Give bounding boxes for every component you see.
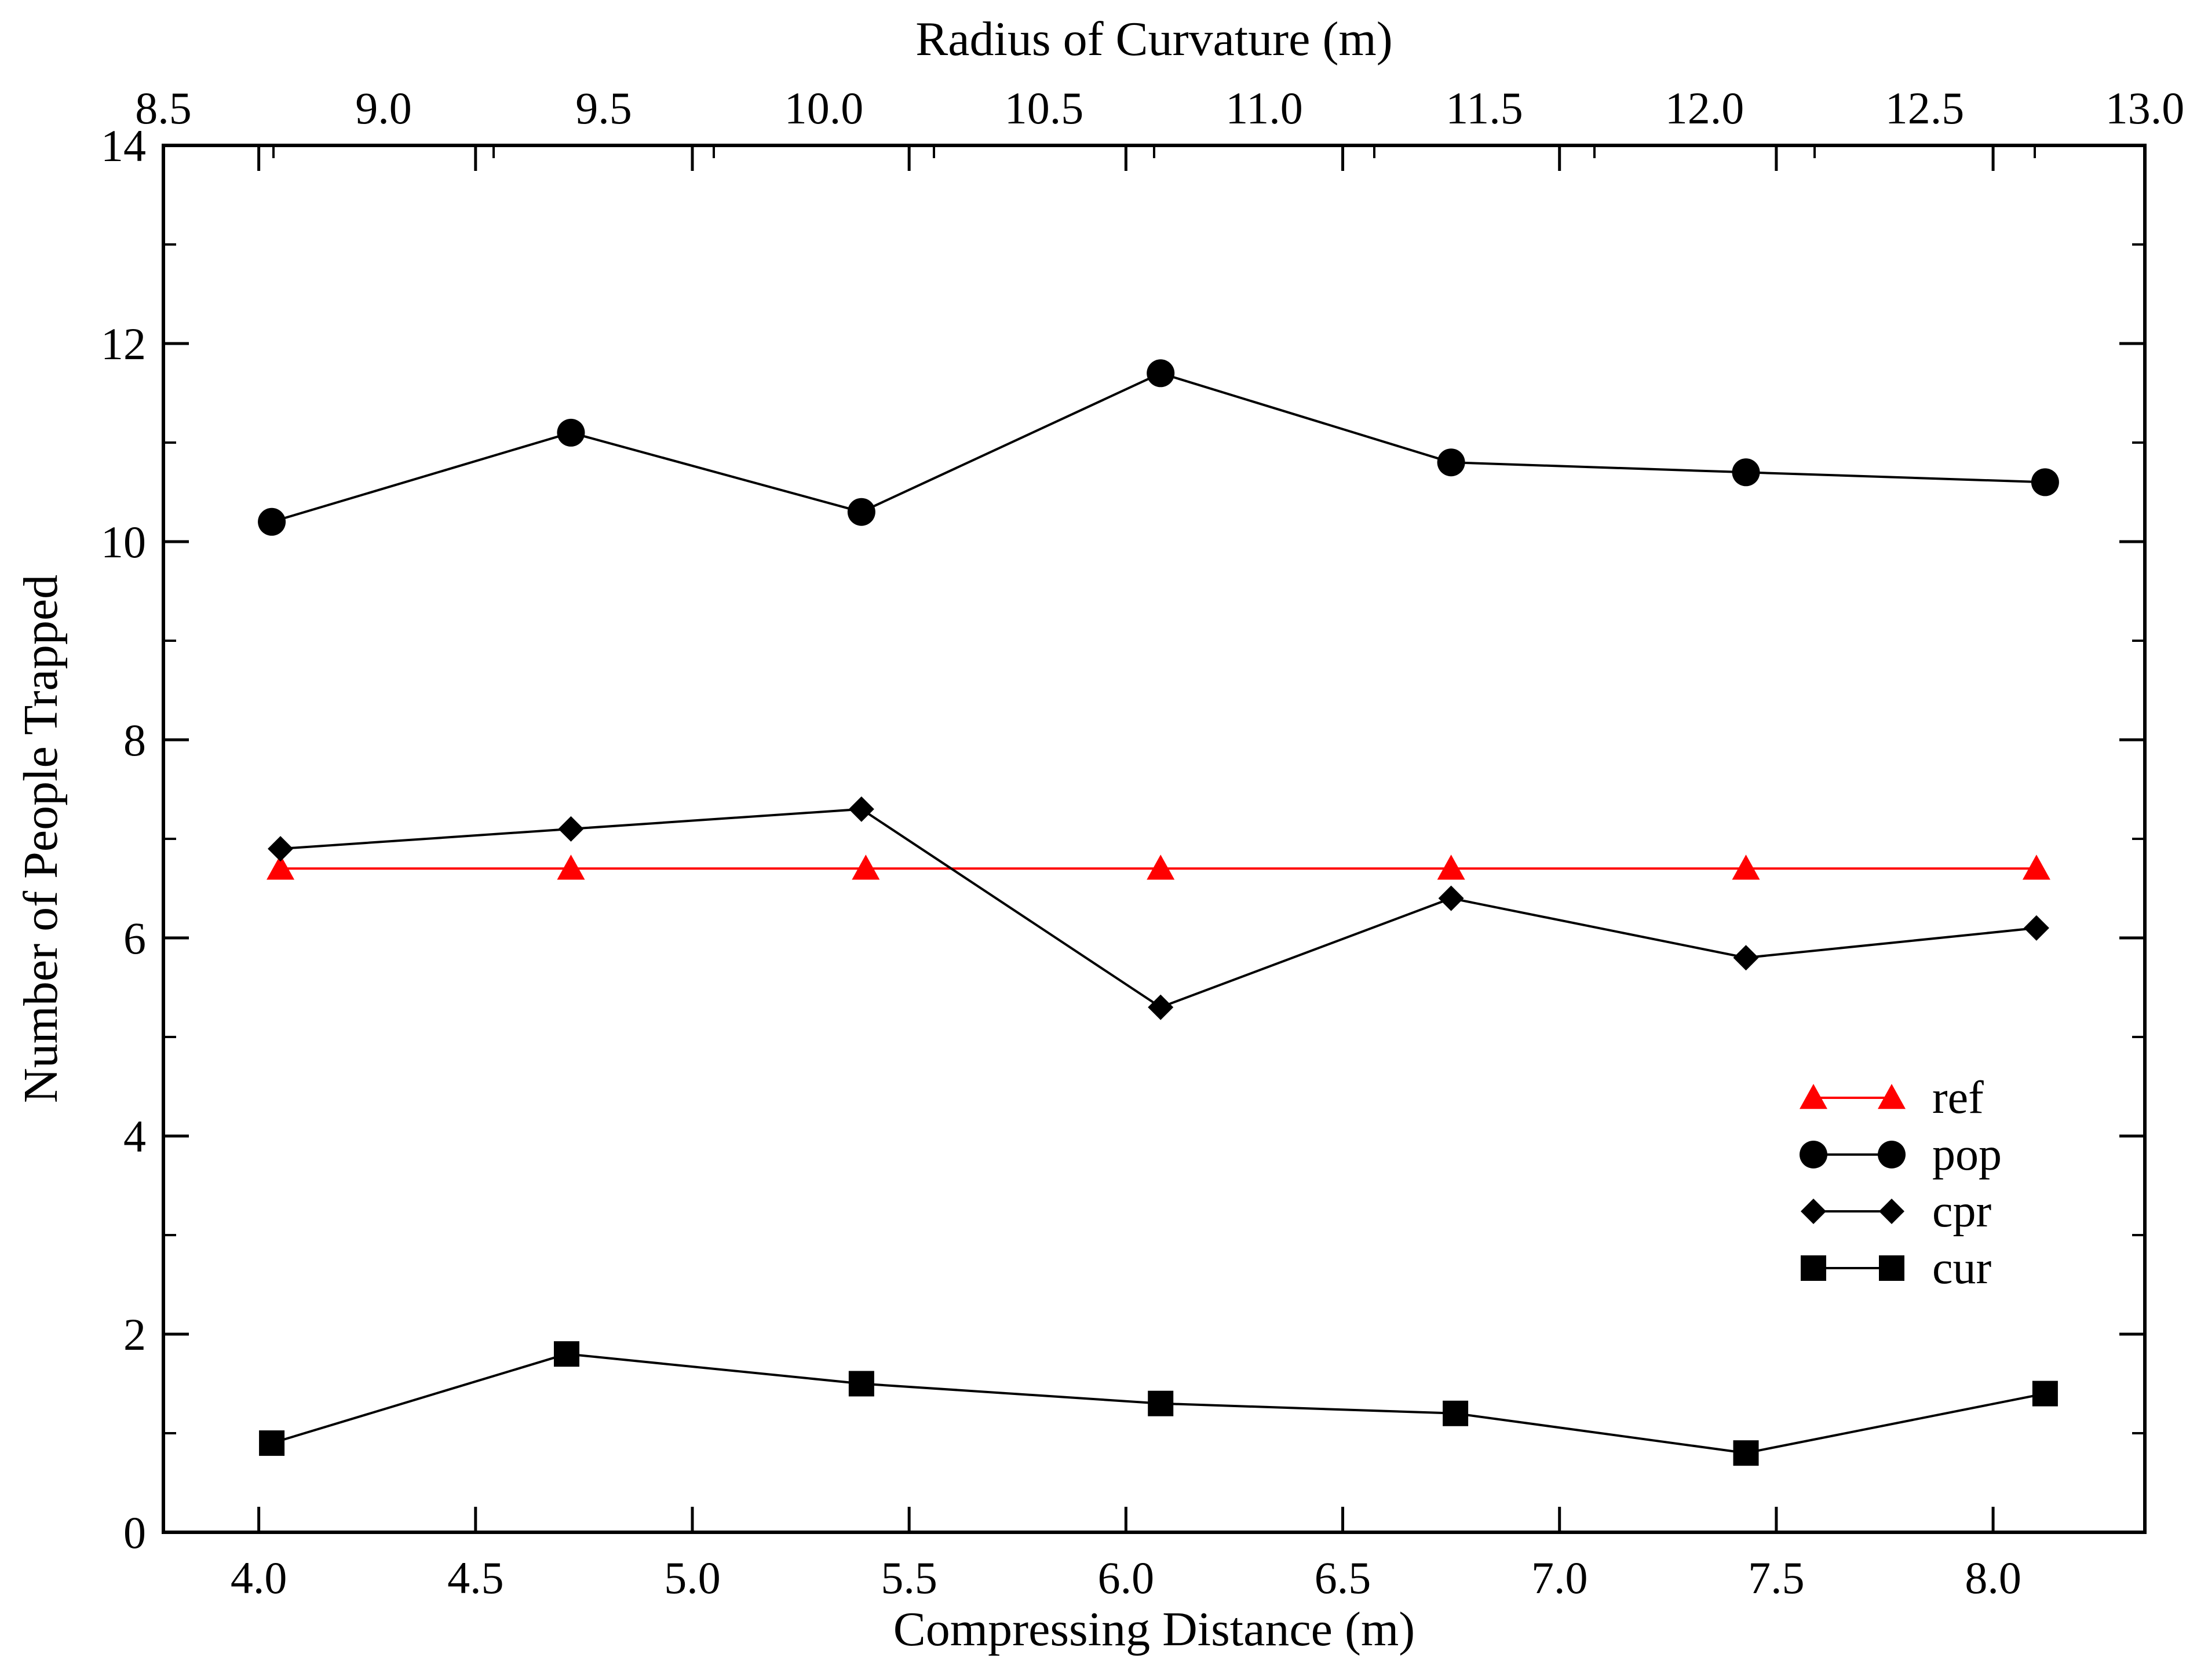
x-tick-label: 4.0 bbox=[231, 1553, 287, 1603]
legend-label: pop bbox=[1932, 1129, 2002, 1180]
x2-tick-label: 9.0 bbox=[355, 83, 412, 133]
x2-tick-label: 13.0 bbox=[2105, 83, 2185, 133]
y-tick-label: 10 bbox=[101, 517, 146, 567]
data-point-ref bbox=[1147, 854, 1175, 880]
legend-label: ref bbox=[1932, 1072, 1984, 1123]
data-point-cur bbox=[1148, 1390, 1174, 1416]
x2-tick-label: 8.5 bbox=[135, 83, 192, 133]
y-tick-label: 4 bbox=[123, 1111, 146, 1162]
x2-tick-label: 12.5 bbox=[1885, 83, 1965, 133]
data-point-pop bbox=[2031, 468, 2059, 496]
y-tick-label: 8 bbox=[123, 715, 146, 765]
x-tick-label: 6.5 bbox=[1315, 1553, 1371, 1603]
data-point-cur bbox=[553, 1341, 579, 1367]
series-cpr bbox=[268, 796, 2049, 1020]
series-cur bbox=[259, 1341, 2058, 1466]
x2-tick-label: 11.0 bbox=[1225, 83, 1303, 133]
legend-entry-cur: cur bbox=[1801, 1243, 1991, 1294]
data-point-cpr bbox=[1733, 945, 1759, 971]
data-point-ref bbox=[1732, 854, 1760, 880]
legend-marker-start bbox=[1800, 1084, 1827, 1109]
legend-label: cpr bbox=[1932, 1186, 1991, 1237]
top-axis-title: Radius of Curvature (m) bbox=[915, 12, 1392, 66]
data-point-pop bbox=[847, 498, 875, 526]
data-point-pop bbox=[1147, 359, 1175, 388]
data-point-cur bbox=[1733, 1440, 1759, 1466]
data-point-pop bbox=[1732, 458, 1760, 487]
data-point-cpr bbox=[268, 836, 294, 862]
x-tick-label: 7.0 bbox=[1531, 1553, 1588, 1603]
y-tick-label: 2 bbox=[123, 1309, 146, 1360]
x2-tick-label: 9.5 bbox=[575, 83, 632, 133]
x2-tick-label: 11.5 bbox=[1446, 83, 1523, 133]
x-tick-label: 6.0 bbox=[1098, 1553, 1155, 1603]
data-point-ref bbox=[2022, 854, 2050, 880]
data-point-cpr bbox=[2023, 915, 2049, 941]
x-tick-label: 4.5 bbox=[447, 1553, 504, 1603]
legend-label: cur bbox=[1932, 1243, 1991, 1294]
x2-tick-label: 10.0 bbox=[784, 83, 864, 133]
axes-group: 4.0 4.5 5.0 5.5 6.0 6.5 7.0 7.5 8.0 8.5 9.0 9.5 10.0… bbox=[101, 83, 2184, 1603]
legend-marker-start bbox=[1801, 1199, 1826, 1224]
y-tick-label: 0 bbox=[123, 1507, 146, 1558]
data-point-pop bbox=[1437, 448, 1465, 477]
data-point-ref bbox=[1437, 854, 1465, 880]
legend-entry-cpr: cpr bbox=[1801, 1186, 1991, 1237]
x2-tick-label: 12.0 bbox=[1665, 83, 1744, 133]
y-tick-label: 14 bbox=[101, 120, 146, 171]
x-tick-label: 5.0 bbox=[664, 1553, 721, 1603]
legend-marker-end bbox=[1878, 1141, 1906, 1168]
data-point-cur bbox=[2032, 1380, 2058, 1407]
x-tick-label: 7.5 bbox=[1748, 1553, 1805, 1603]
legend-entry-pop: pop bbox=[1800, 1129, 2002, 1180]
data-point-cur bbox=[848, 1371, 874, 1397]
legend-marker-end bbox=[1878, 1084, 1906, 1109]
series-pop bbox=[258, 359, 2059, 536]
data-point-ref bbox=[267, 854, 295, 880]
data-point-cpr bbox=[1148, 994, 1174, 1020]
series-ref bbox=[267, 854, 2050, 880]
legend-entry-ref: ref bbox=[1800, 1072, 1984, 1123]
legend-marker-start bbox=[1800, 1141, 1827, 1168]
y-tick-label: 12 bbox=[101, 319, 146, 369]
legend: ref pop cpr cur bbox=[1800, 1072, 2002, 1294]
series-group bbox=[258, 359, 2059, 1466]
y-tick-label: 6 bbox=[123, 913, 146, 963]
data-point-pop bbox=[557, 418, 585, 447]
data-point-cpr bbox=[1438, 885, 1464, 911]
data-point-cur bbox=[259, 1430, 285, 1456]
data-point-cpr bbox=[558, 816, 584, 842]
x-tick-label: 8.0 bbox=[1965, 1553, 2021, 1603]
data-point-cpr bbox=[848, 796, 874, 822]
legend-marker-end bbox=[1879, 1199, 1904, 1224]
data-point-cur bbox=[1443, 1400, 1469, 1426]
data-point-ref bbox=[852, 854, 880, 880]
x-axis-title: Compressing Distance (m) bbox=[893, 1602, 1415, 1656]
y-axis-title: Number of People Trapped bbox=[14, 575, 68, 1103]
x-tick-label: 5.5 bbox=[881, 1553, 937, 1603]
data-point-ref bbox=[557, 854, 585, 880]
legend-marker-start bbox=[1801, 1255, 1826, 1281]
data-point-pop bbox=[258, 507, 286, 536]
legend-marker-end bbox=[1879, 1255, 1904, 1281]
x2-tick-label: 10.5 bbox=[1005, 83, 1084, 133]
